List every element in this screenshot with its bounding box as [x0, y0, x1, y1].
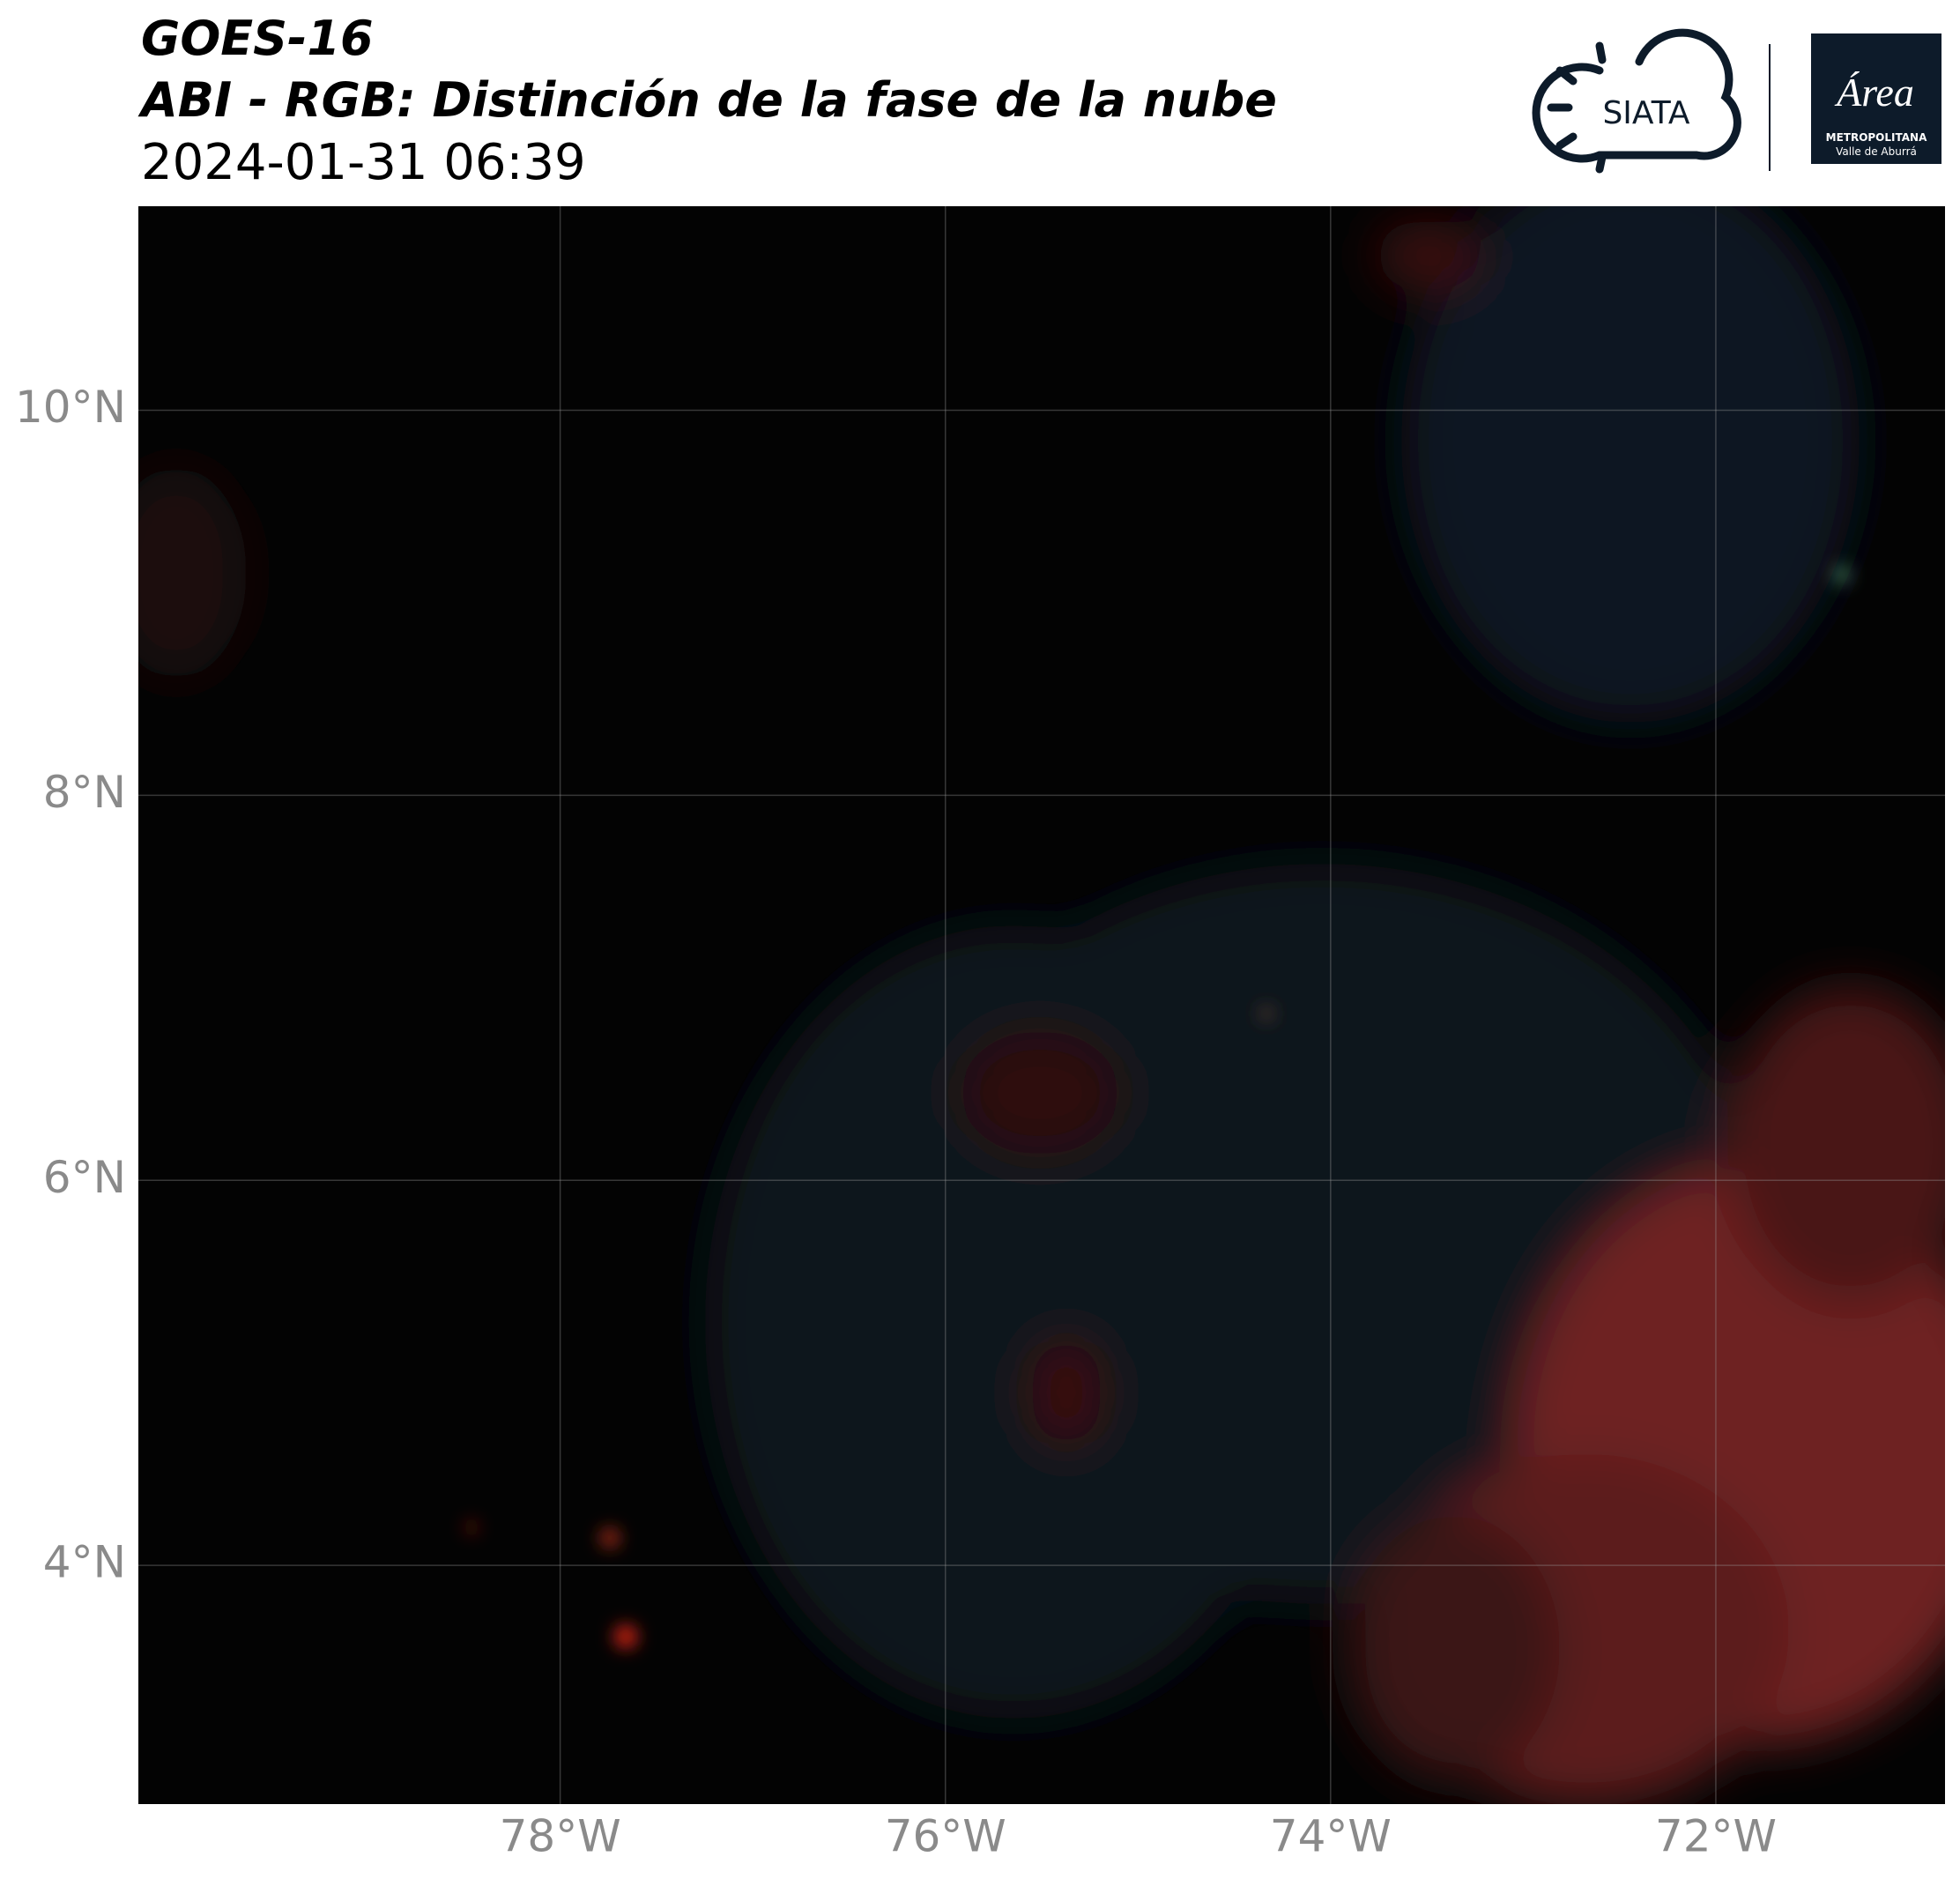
y-tick-label: 4°N: [43, 1537, 126, 1588]
x-tick-label: 72°W: [1655, 1811, 1777, 1862]
area-line1: METROPOLITANA: [1826, 131, 1927, 144]
y-tick-label: 10°N: [15, 382, 126, 433]
x-tick-label: 78°W: [500, 1811, 621, 1862]
title: GOES-16: [141, 11, 374, 66]
area-line2: Valle de Aburrá: [1836, 145, 1917, 158]
datetime: 2024-01-31 06:39: [141, 134, 586, 191]
subtitle: ABI - RGB: Distinción de la fase de la n…: [137, 72, 1277, 128]
siata-text: SIATA: [1602, 95, 1689, 131]
area-text: Área: [1834, 70, 1914, 115]
area-logo: [1811, 33, 1941, 164]
x-tick-label: 74°W: [1270, 1811, 1392, 1862]
y-tick-label: 6°N: [43, 1152, 126, 1203]
x-tick-label: 76°W: [885, 1811, 1006, 1862]
satellite-image: [138, 206, 1945, 1804]
siata-logo: SIATA: [1532, 28, 1741, 174]
y-tick-label: 8°N: [43, 767, 126, 818]
